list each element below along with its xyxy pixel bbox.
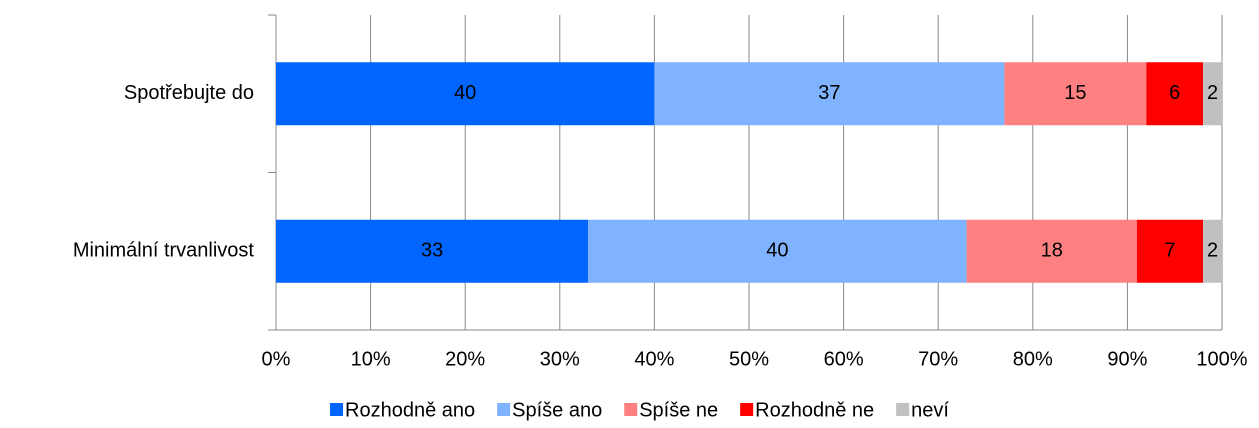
legend-swatch <box>624 403 638 416</box>
x-tick-label: 40% <box>634 348 674 370</box>
data-label: 2 <box>1207 82 1218 104</box>
data-label: 6 <box>1169 82 1180 104</box>
x-tick-label: 30% <box>540 348 580 370</box>
bar-segment <box>276 219 589 283</box>
bar-segment <box>654 62 1005 126</box>
bar-segment <box>588 219 967 283</box>
x-tick-label: 100% <box>1196 348 1247 370</box>
data-label: 37 <box>818 82 840 104</box>
data-label: 33 <box>421 240 443 262</box>
bar-segment <box>276 62 655 126</box>
x-tick-label: 20% <box>445 348 485 370</box>
bar-segment <box>1203 62 1222 126</box>
legend-swatch <box>896 403 910 416</box>
bar-segment <box>1146 62 1204 126</box>
x-tick-label: 90% <box>1107 348 1147 370</box>
legend-label: Rozhodně ano <box>345 399 475 421</box>
legend-swatch <box>330 403 344 416</box>
data-label: 2 <box>1207 240 1218 262</box>
legend-label: Rozhodně ne <box>755 399 874 421</box>
bar-segment <box>1004 62 1147 126</box>
x-tick-label: 60% <box>824 348 864 370</box>
data-label: 40 <box>766 240 788 262</box>
x-tick-label: 50% <box>729 348 769 370</box>
data-label: 15 <box>1064 82 1086 104</box>
x-tick-label: 10% <box>351 348 391 370</box>
legend-label: neví <box>911 399 949 421</box>
legend: Rozhodně ano Spíše ano Spíše ne Rozhodně ne… <box>330 399 949 421</box>
bar-segment <box>966 219 1137 283</box>
bar-segment <box>1136 219 1204 283</box>
legend-label: Spíše ne <box>639 399 718 421</box>
x-tick-label: 0% <box>262 348 291 370</box>
legend-label: Spíše ano <box>512 399 602 421</box>
data-label: 40 <box>454 82 476 104</box>
bar-segment <box>1203 219 1222 283</box>
y-tick-label: Minimální trvanlivost <box>73 240 255 262</box>
x-tick-label: 80% <box>1013 348 1053 370</box>
y-tick-label: Spotřebujte do <box>124 82 254 104</box>
data-label: 7 <box>1164 240 1175 262</box>
legend-swatch <box>740 403 754 416</box>
legend-swatch <box>497 403 511 416</box>
x-tick-label: 70% <box>918 348 958 370</box>
data-label: 18 <box>1041 240 1063 262</box>
